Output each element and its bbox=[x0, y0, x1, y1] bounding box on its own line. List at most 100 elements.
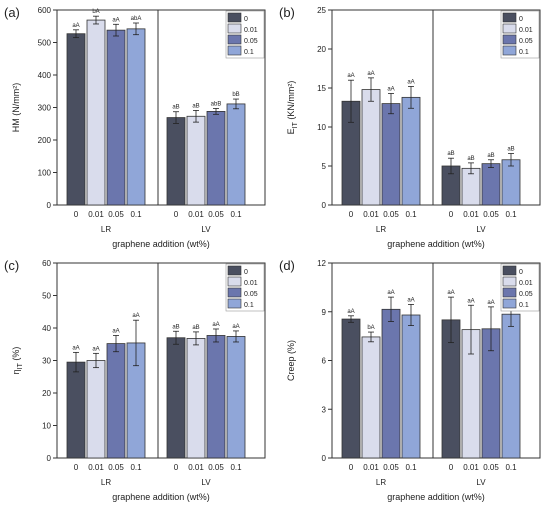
legend-swatch bbox=[227, 34, 242, 45]
y-tick-label: 20 bbox=[317, 45, 326, 54]
data-label: aA bbox=[367, 71, 374, 77]
x-axis-label: graphene addition (wt%) bbox=[387, 492, 485, 502]
x-tick-label: 0.01 bbox=[363, 210, 379, 219]
data-label: aA bbox=[112, 328, 119, 334]
legend-swatch bbox=[502, 265, 517, 276]
bar bbox=[186, 338, 206, 459]
bar bbox=[186, 115, 206, 206]
y-tick-label: 20 bbox=[42, 389, 51, 398]
group-label: LR bbox=[376, 225, 386, 234]
legend-swatch bbox=[502, 12, 517, 23]
x-tick-label: 0.05 bbox=[208, 210, 224, 219]
legend-swatch bbox=[227, 265, 242, 276]
y-tick-label: 300 bbox=[38, 104, 52, 113]
legend-entry: 0 bbox=[519, 16, 523, 23]
y-tick-label: 400 bbox=[38, 71, 52, 80]
bar bbox=[481, 163, 501, 206]
chart-panel-4: (d) 0 3 6 9 12 Creep (%) aA 0 bA 0.01 aA 0.05 aA 0.1 LR… bbox=[279, 258, 541, 502]
legend-entry: 0.01 bbox=[519, 27, 533, 34]
x-tick-label: 0 bbox=[449, 210, 454, 219]
legend-entry: 0.1 bbox=[519, 49, 529, 56]
x-tick-label: 0.01 bbox=[88, 463, 104, 472]
x-tick-label: 0 bbox=[74, 210, 79, 219]
legend-entry: 0 bbox=[244, 16, 248, 23]
bar bbox=[166, 337, 186, 459]
x-tick-label: 0.1 bbox=[505, 463, 517, 472]
bar bbox=[226, 336, 246, 459]
x-tick-label: 0.1 bbox=[230, 210, 242, 219]
x-tick-label: 0.01 bbox=[88, 210, 104, 219]
y-tick-label: 15 bbox=[317, 84, 326, 93]
legend-swatch bbox=[502, 287, 517, 298]
x-tick-label: 0.05 bbox=[208, 463, 224, 472]
group-label: LV bbox=[476, 478, 486, 487]
y-tick-label: 10 bbox=[42, 422, 51, 431]
legend-entry: 0.1 bbox=[244, 302, 254, 309]
x-tick-label: 0.01 bbox=[363, 463, 379, 472]
x-axis-label: graphene addition (wt%) bbox=[387, 239, 485, 249]
bar bbox=[66, 361, 86, 459]
x-tick-label: 0 bbox=[174, 463, 179, 472]
legend-entry: 0.1 bbox=[519, 302, 529, 309]
x-tick-label: 0.05 bbox=[383, 463, 399, 472]
x-tick-label: 0.1 bbox=[130, 210, 142, 219]
data-label: aB bbox=[192, 103, 199, 109]
y-tick-label: 3 bbox=[322, 405, 327, 414]
data-label: aB bbox=[447, 151, 454, 157]
data-label: aA bbox=[387, 86, 394, 92]
panel-label: (a) bbox=[4, 5, 20, 20]
y-tick-label: 6 bbox=[322, 357, 327, 366]
bar bbox=[106, 29, 126, 206]
group-label: LV bbox=[201, 478, 211, 487]
data-label: aA bbox=[487, 300, 494, 306]
legend-swatch bbox=[502, 45, 517, 56]
group-label: LR bbox=[101, 225, 111, 234]
x-tick-label: 0.05 bbox=[108, 210, 124, 219]
legend-swatch bbox=[502, 23, 517, 34]
y-tick-label: 30 bbox=[42, 357, 51, 366]
data-label: abB bbox=[211, 101, 222, 107]
legend-entry: 0 bbox=[519, 269, 523, 276]
x-tick-label: 0 bbox=[74, 463, 79, 472]
data-label: bA bbox=[367, 325, 374, 331]
legend-entry: 0 bbox=[244, 269, 248, 276]
bar bbox=[66, 33, 86, 206]
data-label: aA bbox=[467, 298, 474, 304]
legend-entry: 0.01 bbox=[244, 280, 258, 287]
data-label: aB bbox=[192, 325, 199, 331]
data-label: aB bbox=[172, 105, 179, 111]
y-tick-label: 40 bbox=[42, 324, 51, 333]
y-tick-label: 0 bbox=[322, 201, 327, 210]
y-tick-label: 600 bbox=[38, 6, 52, 15]
group-label: LR bbox=[101, 478, 111, 487]
y-tick-label: 5 bbox=[322, 162, 327, 171]
bar bbox=[361, 336, 381, 459]
legend-entry: 0.05 bbox=[244, 38, 258, 45]
chart-panel-3: (c) 0 10 20 30 40 50 60 ηIT (%) aA 0 aA 0.01 aA 0.05 aA… bbox=[4, 258, 266, 502]
data-label: aA bbox=[72, 345, 79, 351]
data-label: aA bbox=[447, 290, 454, 296]
data-label: aB bbox=[487, 153, 494, 159]
x-tick-label: 0.1 bbox=[230, 463, 242, 472]
y-tick-label: 9 bbox=[322, 308, 327, 317]
group-label: LV bbox=[201, 225, 211, 234]
y-axis-label: ηIT (%) bbox=[11, 347, 24, 375]
x-tick-label: 0.01 bbox=[188, 463, 204, 472]
bar bbox=[401, 314, 421, 459]
data-label: aB bbox=[507, 147, 514, 153]
data-label: aA bbox=[112, 17, 119, 23]
bar bbox=[206, 111, 226, 206]
group-label: LV bbox=[476, 225, 486, 234]
data-label: aA bbox=[347, 73, 354, 79]
y-tick-label: 0 bbox=[322, 454, 327, 463]
x-axis-label: graphene addition (wt%) bbox=[112, 239, 210, 249]
group-label: LR bbox=[376, 478, 386, 487]
x-tick-label: 0.1 bbox=[130, 463, 142, 472]
legend-swatch bbox=[502, 276, 517, 287]
legend-swatch bbox=[227, 23, 242, 34]
y-tick-label: 0 bbox=[47, 201, 52, 210]
legend-entry: 0.1 bbox=[244, 49, 254, 56]
y-tick-label: 60 bbox=[42, 259, 51, 268]
bar bbox=[381, 308, 401, 459]
legend-entry: 0.05 bbox=[519, 291, 533, 298]
